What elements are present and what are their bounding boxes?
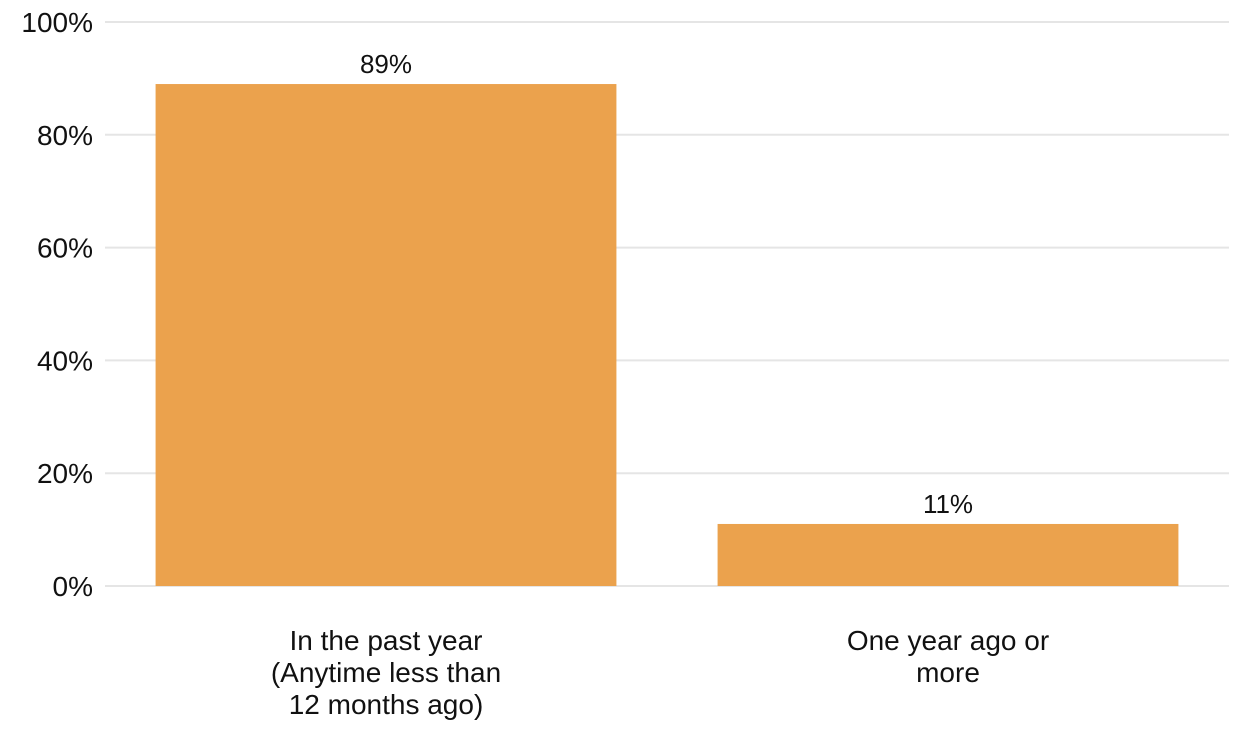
- bar: [155, 84, 617, 586]
- bar-value-labels: 89% 11%: [360, 49, 973, 519]
- bar: [717, 523, 1179, 586]
- x-tick-label-line: (Anytime less than: [271, 657, 501, 688]
- bar-value-label: 89%: [360, 49, 412, 79]
- x-tick-label: One year ago or more: [847, 625, 1049, 688]
- y-tick-label: 40%: [37, 345, 93, 376]
- x-axis-ticks: In the past year (Anytime less than 12 mon…: [271, 625, 1049, 720]
- bar-value-label: 11%: [923, 489, 973, 519]
- x-tick-label-line: 12 months ago): [289, 689, 484, 720]
- y-axis-ticks: 0% 20% 40% 60% 80% 100%: [21, 7, 93, 602]
- x-tick-label-line: One year ago or: [847, 625, 1049, 656]
- x-tick-label-line: In the past year: [289, 625, 482, 656]
- y-tick-label: 100%: [21, 7, 93, 38]
- y-tick-label: 80%: [37, 120, 93, 151]
- y-tick-label: 0%: [53, 571, 93, 602]
- y-tick-label: 60%: [37, 233, 93, 264]
- x-tick-label: In the past year (Anytime less than 12 mon…: [271, 625, 501, 720]
- bars: [155, 84, 1179, 586]
- x-tick-label-line: more: [916, 657, 980, 688]
- y-tick-label: 20%: [37, 458, 93, 489]
